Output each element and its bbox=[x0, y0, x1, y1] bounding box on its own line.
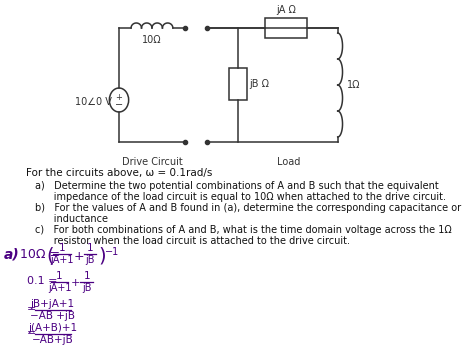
Text: jB: jB bbox=[82, 283, 91, 293]
Text: For the circuits above, ω = 0.1rad/s: For the circuits above, ω = 0.1rad/s bbox=[26, 168, 212, 178]
Text: −1: −1 bbox=[105, 247, 119, 257]
Text: +: + bbox=[116, 92, 122, 101]
Text: 1: 1 bbox=[59, 243, 65, 253]
Text: 1Ω: 1Ω bbox=[347, 80, 361, 90]
Text: jA Ω: jA Ω bbox=[276, 5, 296, 15]
Text: resistor when the load circuit is attached to the drive circuit.: resistor when the load circuit is attach… bbox=[36, 236, 350, 246]
Text: Load: Load bbox=[277, 157, 301, 167]
Bar bbox=[229, 68, 247, 100]
Text: 10Ω =: 10Ω = bbox=[20, 248, 60, 261]
Text: −AB+jB: −AB+jB bbox=[32, 335, 73, 345]
Text: +: + bbox=[74, 250, 84, 263]
Bar bbox=[265, 18, 307, 38]
Text: 1: 1 bbox=[56, 271, 63, 281]
Text: −AB +jB: −AB +jB bbox=[30, 311, 75, 321]
Text: inductance: inductance bbox=[36, 214, 109, 224]
Text: jB+jA+1: jB+jA+1 bbox=[31, 299, 75, 309]
Text: 10Ω: 10Ω bbox=[142, 35, 162, 45]
Text: =: = bbox=[27, 304, 36, 314]
Text: j(A+B)+1: j(A+B)+1 bbox=[28, 323, 77, 333]
Text: c)   For both combinations of A and B, what is the time domain voltage across th: c) For both combinations of A and B, wha… bbox=[36, 225, 452, 235]
Text: impedance of the load circuit is equal to 10Ω when attached to the drive circuit: impedance of the load circuit is equal t… bbox=[36, 192, 447, 202]
Text: 0.1 =: 0.1 = bbox=[27, 276, 57, 286]
Text: a)   Determine the two potential combinations of A and B such that the equivalen: a) Determine the two potential combinati… bbox=[36, 181, 439, 191]
Text: 1: 1 bbox=[83, 271, 90, 281]
Text: jB: jB bbox=[85, 255, 95, 265]
Text: jB Ω: jB Ω bbox=[249, 79, 269, 89]
Text: b)   For the values of A and B found in (a), determine the corresponding capacit: b) For the values of A and B found in (a… bbox=[36, 203, 462, 213]
Text: jA+1: jA+1 bbox=[50, 255, 73, 265]
Text: 10∠0 V: 10∠0 V bbox=[75, 97, 112, 107]
Text: 1: 1 bbox=[87, 243, 93, 253]
Text: (: ( bbox=[46, 246, 54, 265]
Text: =: = bbox=[27, 328, 36, 338]
Text: −: − bbox=[115, 100, 123, 110]
Text: a): a) bbox=[4, 248, 20, 262]
Text: +: + bbox=[71, 278, 80, 288]
Text: Drive Circuit: Drive Circuit bbox=[122, 157, 182, 167]
Text: ): ) bbox=[98, 246, 106, 265]
Text: jA+1: jA+1 bbox=[48, 283, 71, 293]
